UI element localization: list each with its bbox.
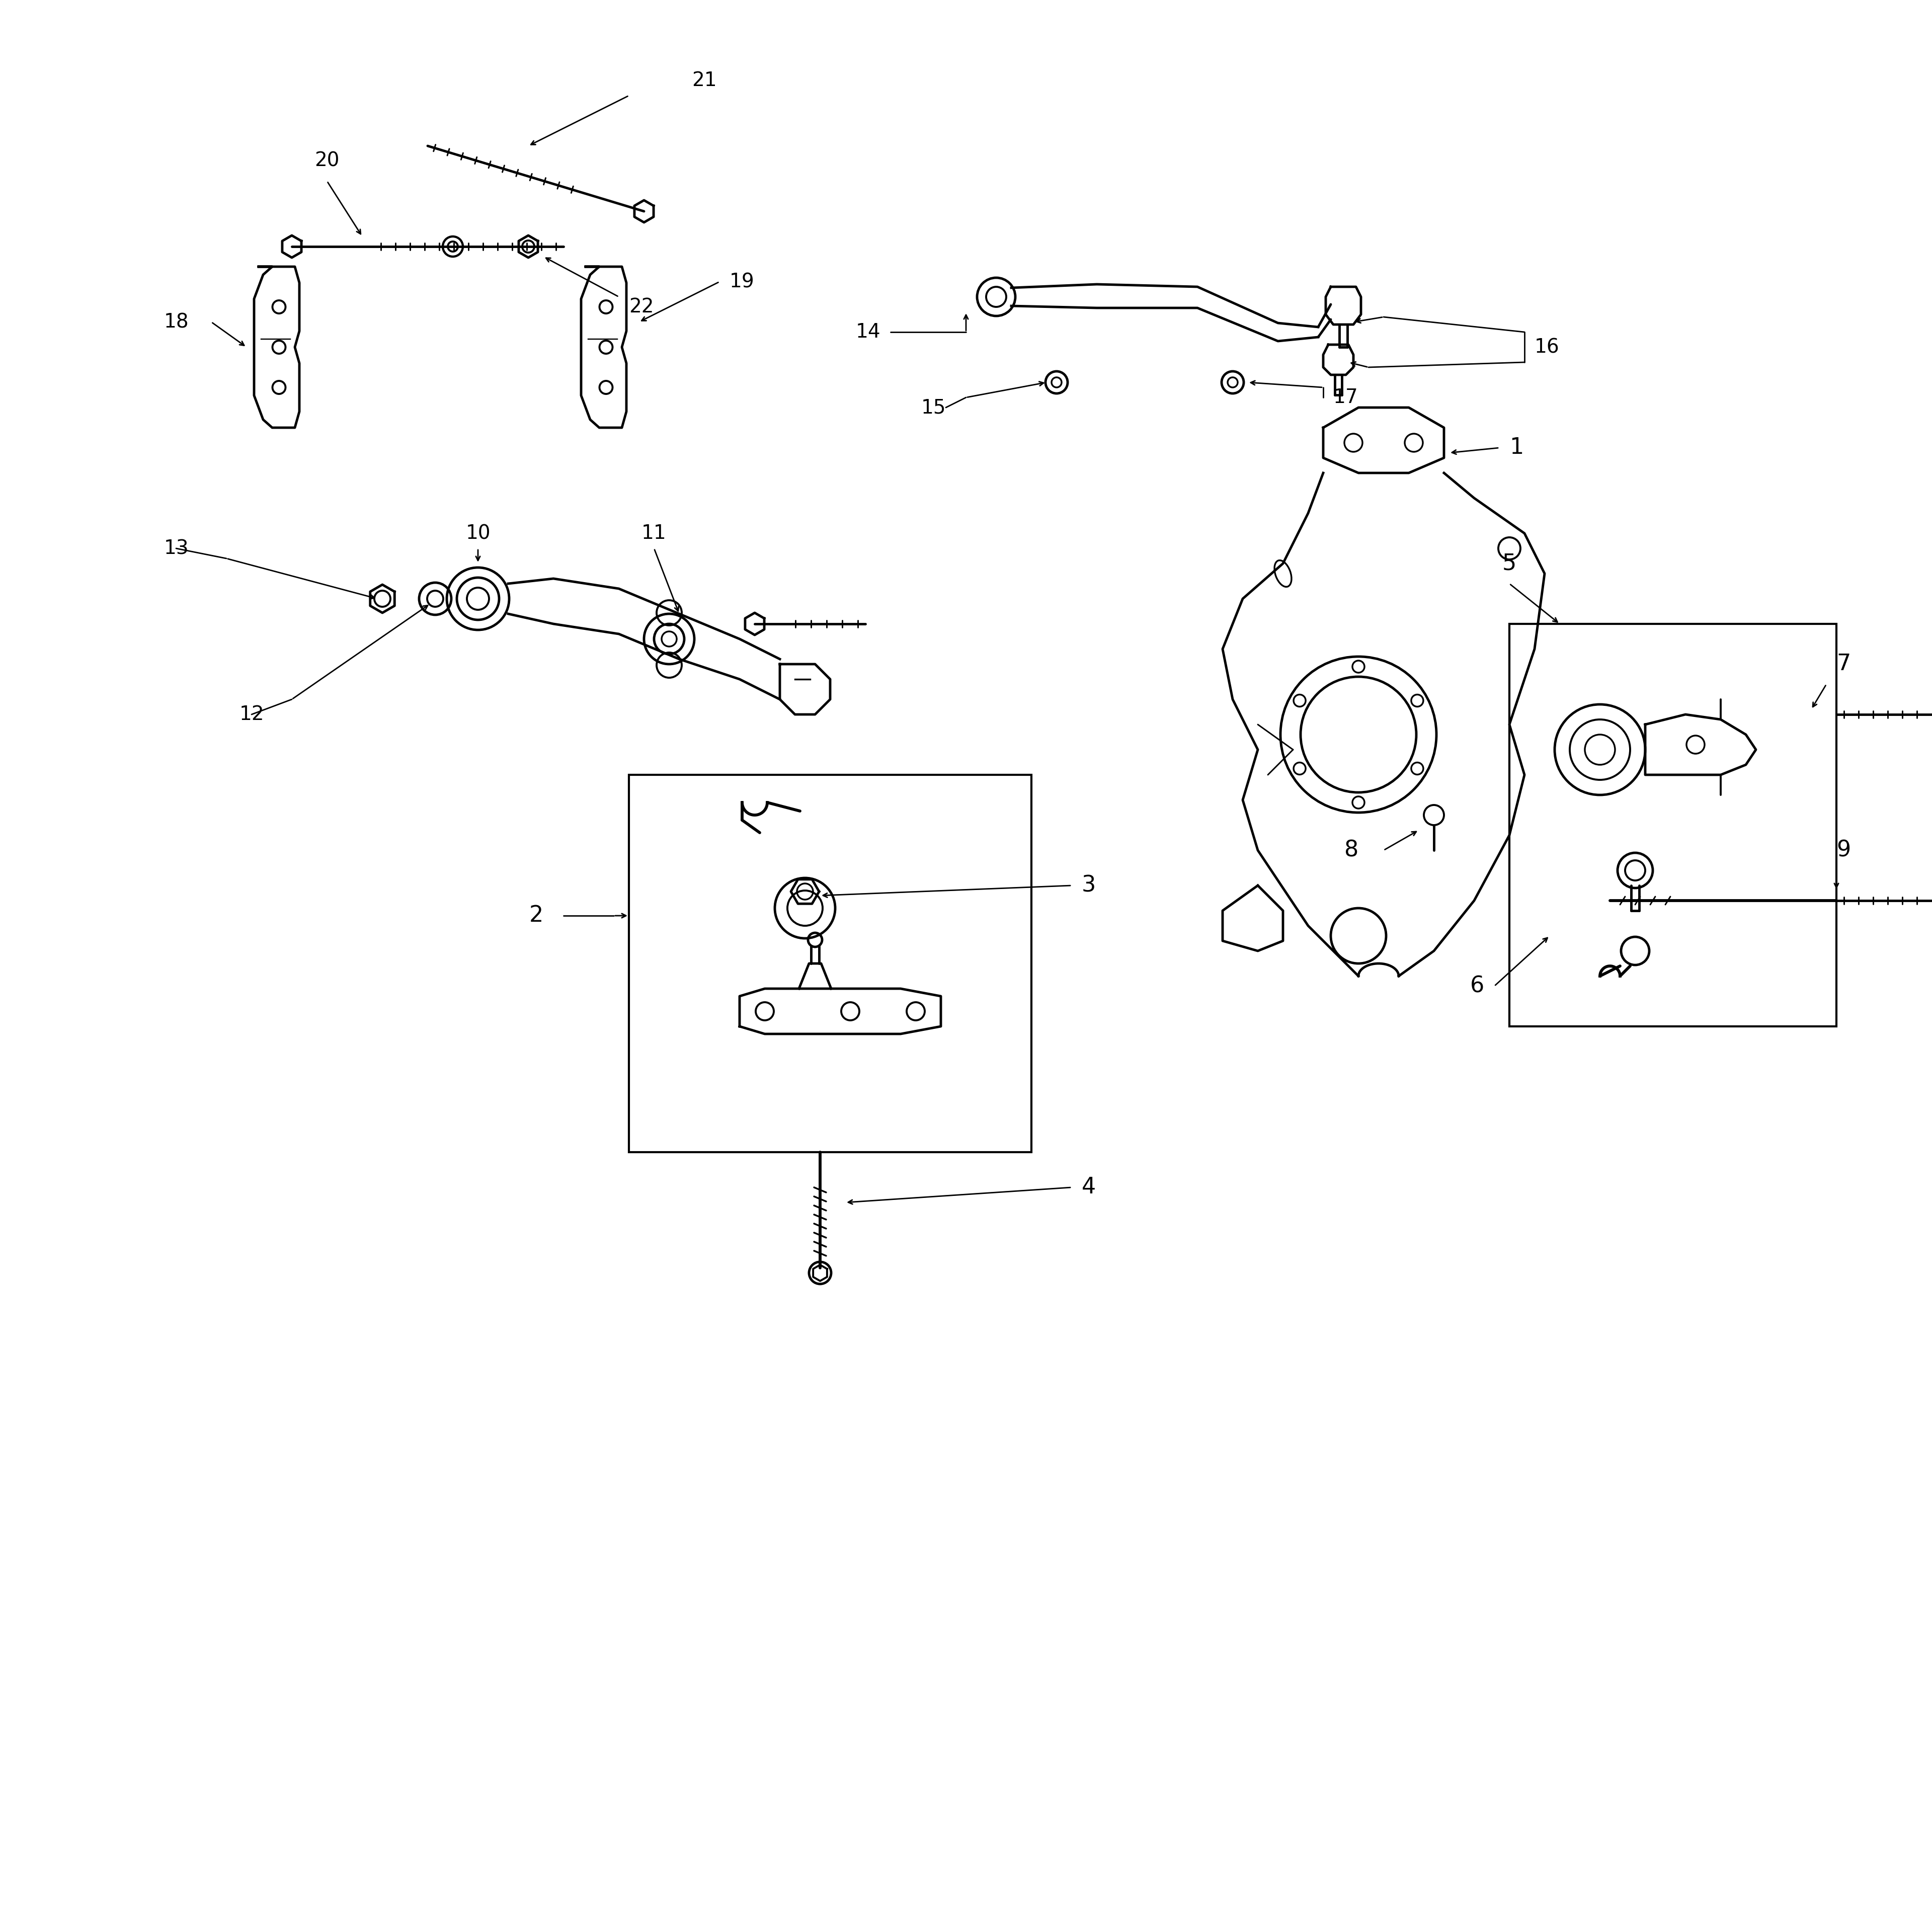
Text: 8: 8 xyxy=(1345,840,1358,862)
Text: 5: 5 xyxy=(1503,553,1517,574)
Text: 16: 16 xyxy=(1534,338,1559,357)
Text: 13: 13 xyxy=(164,539,189,558)
Text: 12: 12 xyxy=(240,705,265,725)
Bar xyxy=(1509,624,1837,1026)
Text: 18: 18 xyxy=(164,313,189,332)
Text: 20: 20 xyxy=(315,151,340,170)
Text: 7: 7 xyxy=(1837,653,1851,674)
Text: 15: 15 xyxy=(922,398,947,417)
Text: 2: 2 xyxy=(529,904,543,927)
Text: 1: 1 xyxy=(1509,437,1524,458)
Text: 4: 4 xyxy=(1082,1177,1095,1198)
Text: 11: 11 xyxy=(641,524,667,543)
Text: 19: 19 xyxy=(730,272,755,292)
Text: 9: 9 xyxy=(1837,840,1851,862)
Text: 21: 21 xyxy=(692,71,717,91)
Text: 22: 22 xyxy=(630,298,653,317)
Text: 17: 17 xyxy=(1333,388,1358,408)
Text: 3: 3 xyxy=(1082,875,1095,896)
Text: 6: 6 xyxy=(1470,976,1484,997)
Text: 10: 10 xyxy=(466,524,491,543)
Text: 14: 14 xyxy=(856,323,881,342)
Bar xyxy=(630,775,1032,1151)
